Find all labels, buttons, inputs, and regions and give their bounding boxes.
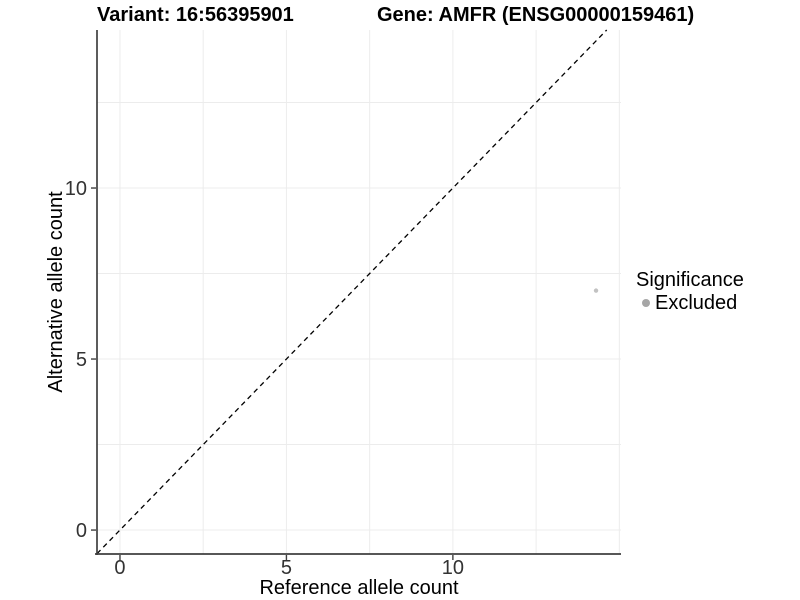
y-tick-label: 0	[76, 520, 87, 542]
plot-title-gene: Gene: AMFR (ENSG00000159461)	[377, 4, 695, 26]
y-tick-label: 5	[76, 349, 87, 371]
legend-title: Significance	[636, 269, 744, 291]
legend-item-label: Excluded	[655, 292, 738, 314]
plot-title-variant: Variant: 16:56395901	[97, 4, 294, 26]
x-tick-label: 10	[442, 557, 464, 579]
x-tick-label: 0	[114, 557, 125, 579]
legend: Significance Excluded	[636, 269, 744, 314]
legend-key-dot-icon	[642, 299, 650, 307]
data-point	[593, 288, 599, 293]
x-axis-label: Reference allele count	[259, 577, 458, 599]
identity-line	[96, 29, 608, 555]
x-tick-label: 5	[281, 557, 292, 579]
y-tick-label: 10	[65, 178, 87, 200]
y-axis-label: Alternative allele count	[45, 191, 67, 393]
legend-item: Excluded	[636, 292, 744, 314]
